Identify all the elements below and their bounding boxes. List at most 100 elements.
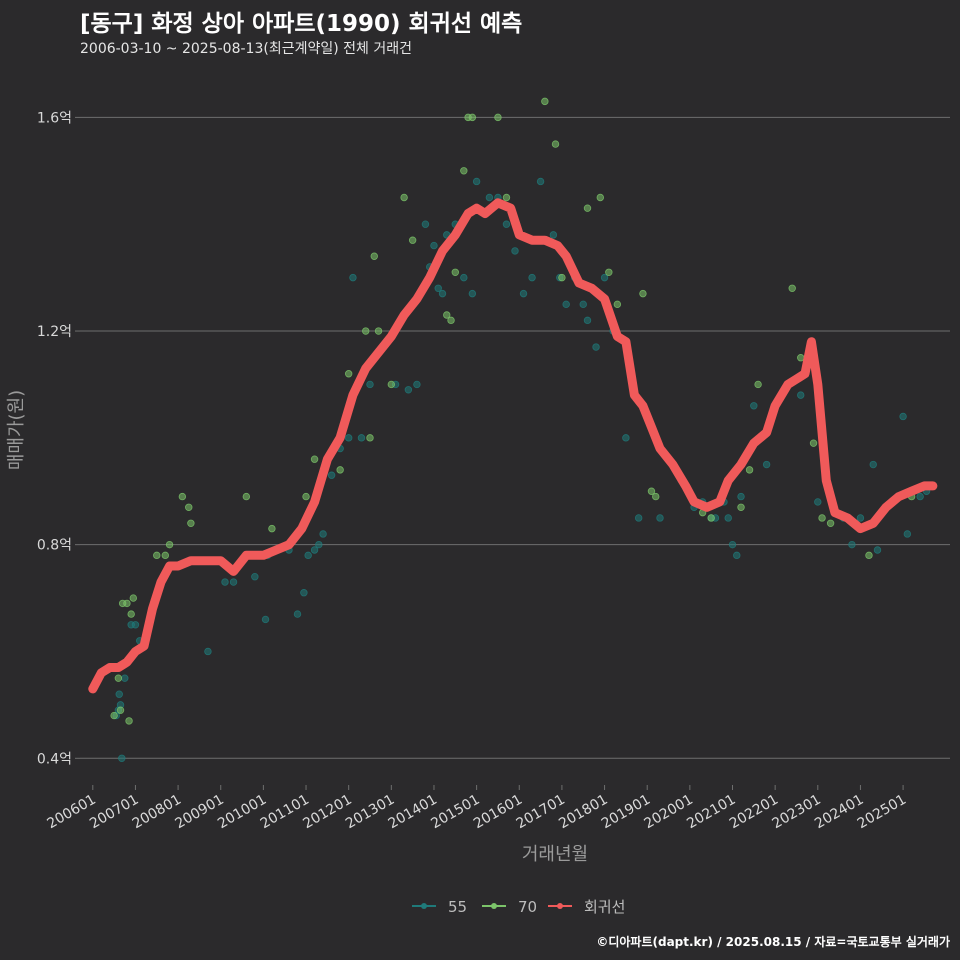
data-point-55: [536, 177, 545, 186]
data-point-55: [562, 300, 570, 309]
x-tick-label: 202501: [855, 792, 909, 833]
data-point-55: [304, 551, 312, 560]
data-point-55: [873, 546, 882, 554]
data-point-70: [788, 284, 796, 292]
data-point-55: [413, 380, 421, 389]
data-point-55: [121, 674, 129, 682]
data-point-70: [129, 594, 138, 602]
data-point-70: [639, 289, 647, 298]
data-point-70: [737, 503, 745, 511]
data-point-55: [579, 300, 587, 309]
data-point-70: [242, 492, 251, 501]
data-point-55: [251, 573, 259, 581]
data-point-70: [809, 439, 818, 447]
legend-label: 회귀선: [584, 898, 625, 916]
data-point-70: [443, 311, 451, 319]
data-point-70: [374, 327, 383, 335]
chart-subtitle: 2006-03-10 ~ 2025-08-13(최근계약일) 전체 거래건: [80, 41, 412, 57]
data-point-70: [370, 252, 378, 260]
data-point-55: [357, 434, 366, 442]
data-point-55: [549, 231, 558, 239]
data-point-70: [268, 524, 276, 533]
data-point-55: [600, 273, 609, 282]
data-point-55: [460, 273, 468, 282]
data-point-55: [728, 540, 737, 549]
data-point-70: [447, 316, 455, 325]
data-point-55: [118, 754, 126, 762]
data-point-70: [558, 273, 566, 282]
y-tick-label: 0.8억: [37, 538, 72, 554]
data-point-55: [656, 514, 664, 522]
data-point-55: [221, 578, 229, 586]
source-caption: ©디아파트(dapt.kr) / 2025.08.15 / 자료=국토교통부 실…: [596, 935, 950, 949]
data-point-70: [583, 204, 592, 212]
grid-layer: [80, 116, 950, 759]
data-point-55: [204, 647, 212, 656]
data-point-70: [647, 487, 656, 495]
data-point-70: [165, 540, 174, 549]
data-point-70: [125, 717, 133, 725]
data-point-55: [472, 177, 481, 186]
data-point-55: [115, 690, 123, 698]
data-point-70: [605, 268, 613, 276]
data-point-70: [161, 551, 169, 560]
data-point-70: [652, 492, 660, 501]
data-point-55: [131, 621, 140, 629]
data-point-70: [366, 434, 374, 442]
legend-key-dot-회귀선: [557, 903, 563, 909]
data-point-55: [366, 380, 374, 389]
data-point-70: [541, 97, 549, 106]
data-point-55: [327, 471, 336, 479]
data-point-55: [592, 343, 600, 351]
data-point-55: [814, 498, 822, 506]
data-point-55: [485, 193, 494, 202]
legend-key-dot-55: [421, 903, 427, 909]
data-point-70: [707, 514, 715, 522]
data-point-55: [468, 289, 477, 298]
data-point-70: [116, 706, 125, 714]
data-point-55: [434, 284, 442, 292]
data-point-70: [178, 492, 187, 501]
data-point-70: [551, 140, 560, 148]
data-point-55: [349, 273, 357, 282]
data-point-55: [737, 492, 745, 501]
data-point-55: [848, 540, 856, 549]
data-point-70: [468, 113, 477, 122]
data-point-55: [899, 412, 907, 421]
data-point-70: [310, 455, 319, 463]
data-point-70: [613, 300, 622, 309]
y-tick-label: 1.2억: [37, 324, 72, 340]
legend-label: 55: [448, 898, 467, 916]
point-layer: [110, 97, 931, 762]
data-point-70: [362, 327, 370, 335]
data-point-70: [494, 113, 502, 122]
trend-line-layer: [88, 198, 938, 694]
data-point-55: [319, 530, 327, 538]
data-point-70: [754, 380, 762, 389]
data-point-55: [916, 492, 924, 501]
data-point-55: [502, 220, 511, 228]
data-point-55: [404, 386, 413, 394]
data-point-55: [634, 514, 643, 522]
data-point-55: [421, 220, 430, 228]
data-point-70: [502, 193, 511, 202]
y-tick-label: 0.4억: [37, 751, 72, 767]
data-point-70: [302, 492, 310, 501]
y-axis-title: 매매가(원): [6, 390, 27, 470]
data-point-55: [344, 434, 353, 442]
legend-label: 70: [518, 898, 537, 916]
data-point-70: [185, 503, 193, 511]
data-point-55: [430, 241, 438, 250]
data-point-55: [528, 273, 536, 282]
x-axis-title: 거래년월: [522, 844, 588, 865]
data-point-55: [519, 289, 528, 298]
data-point-70: [110, 711, 118, 720]
data-point-70: [818, 514, 826, 522]
data-point-70: [797, 354, 805, 362]
data-point-70: [123, 599, 131, 608]
data-point-55: [903, 530, 912, 538]
data-point-70: [153, 551, 161, 560]
legend-key-dot-70: [491, 903, 497, 909]
data-point-70: [826, 519, 835, 527]
data-point-55: [762, 460, 771, 469]
